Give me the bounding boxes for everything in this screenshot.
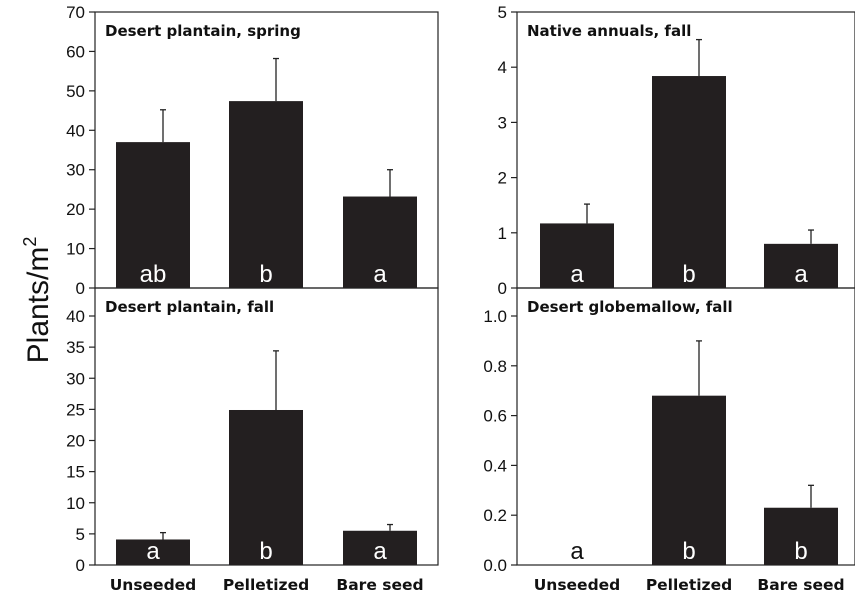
panel-title: Native annuals, fall <box>527 22 691 40</box>
significance-letter: a <box>794 261 808 288</box>
y-tick-label: 35 <box>66 338 85 357</box>
y-axis-label-text: Plants/m <box>22 247 55 364</box>
x-category-label: Bare seed <box>757 576 844 594</box>
y-tick-label: 4 <box>498 58 507 77</box>
bar-unseeded <box>116 142 190 288</box>
chart-panel-1: 0 10 20 30 40 50 60 70 ab b a Desert plantain, spri… <box>66 3 439 298</box>
y-tick-label: 20 <box>66 200 85 219</box>
y-tick-label: 20 <box>66 432 85 451</box>
y-tick-label: 0.0 <box>483 556 507 575</box>
y-tick-label: 0 <box>76 279 85 298</box>
significance-letter: ab <box>140 261 167 288</box>
bar-pelletized <box>652 76 726 288</box>
bar-bare-seed <box>343 196 417 288</box>
y-tick-label: 60 <box>66 42 85 61</box>
significance-letter: a <box>146 538 160 565</box>
bar-bare-seed <box>764 243 838 288</box>
y-tick-label: 3 <box>498 113 507 132</box>
y-tick-label: 0.4 <box>483 456 507 475</box>
y-tick-label: 5 <box>76 525 85 544</box>
significance-letter: b <box>794 538 807 565</box>
y-tick-label: 70 <box>66 3 85 22</box>
bar-bare-seed <box>343 530 417 565</box>
y-tick-label: 0.6 <box>483 407 507 426</box>
y-tick-label: 2 <box>498 169 507 188</box>
significance-letter: b <box>259 261 272 288</box>
bar-unseeded <box>116 539 190 565</box>
bar-unseeded <box>540 223 614 288</box>
y-tick-label: 30 <box>66 161 85 180</box>
x-category-label: Pelletized <box>223 576 309 594</box>
y-tick-label: 15 <box>66 463 85 482</box>
y-tick-label: 30 <box>66 369 85 388</box>
significance-letter: a <box>570 261 584 288</box>
y-tick-label: 0 <box>498 279 507 298</box>
x-category-label: Pelletized <box>646 576 732 594</box>
y-tick-label: 40 <box>66 307 85 326</box>
bar-pelletized <box>229 409 303 565</box>
significance-letter: b <box>682 538 695 565</box>
y-tick-label: 25 <box>66 400 85 419</box>
significance-letter: b <box>682 261 695 288</box>
y-tick-label: 0.8 <box>483 357 507 376</box>
bar-pelletized <box>652 395 726 565</box>
x-category-label: Bare seed <box>336 576 423 594</box>
y-tick-label: 0 <box>76 556 85 575</box>
y-tick-label: 5 <box>498 3 507 22</box>
panel-title: Desert globemallow, fall <box>527 298 733 316</box>
chart-panel-2: 0 1 2 3 4 5 a b a Native annuals, fall <box>498 3 855 298</box>
y-tick-label: 0.2 <box>483 506 507 525</box>
bar-pelletized <box>229 101 303 288</box>
x-category-label: Unseeded <box>110 576 197 594</box>
y-axis-label: Plants/m2 <box>20 237 55 364</box>
significance-letter: b <box>259 538 272 565</box>
panel-title: Desert plantain, fall <box>105 298 274 316</box>
y-tick-label: 50 <box>66 82 85 101</box>
y-tick-label: 1.0 <box>483 307 507 326</box>
chart-panel-4: 0.00.20.40.60.81.0aUnseededbPelletizedbB… <box>483 287 855 594</box>
significance-letter: a <box>373 538 387 565</box>
chart-panel-3: 0 5 10 15 20 25 30 35 40 a Unseeded b Pelletized a Bar… <box>66 287 439 594</box>
y-tick-label: 1 <box>498 224 507 243</box>
panel-title: Desert plantain, spring <box>105 22 301 40</box>
y-tick-label: 10 <box>66 494 85 513</box>
y-axis-label-superscript: 2 <box>20 237 40 247</box>
significance-letter: a <box>570 538 584 565</box>
y-tick-label: 10 <box>66 240 85 259</box>
bar-bare-seed <box>764 507 838 565</box>
y-tick-label: 40 <box>66 121 85 140</box>
x-category-label: Unseeded <box>534 576 621 594</box>
significance-letter: a <box>373 261 387 288</box>
